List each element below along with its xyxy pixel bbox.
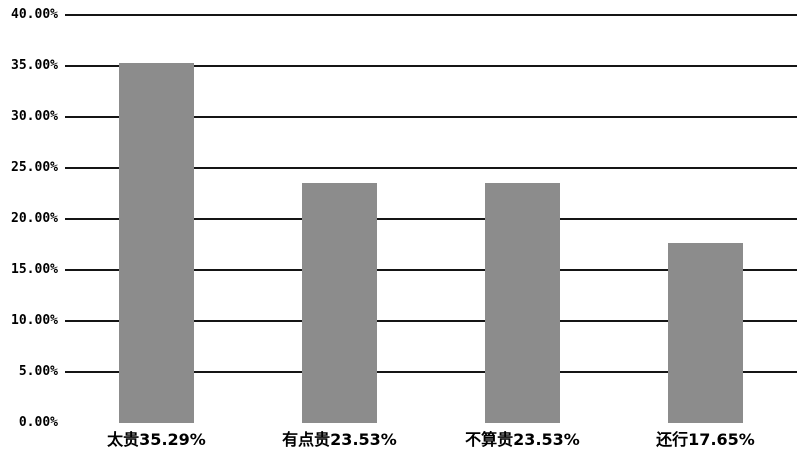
gridline (65, 167, 797, 169)
bar (119, 63, 194, 423)
y-tick-label: 40.00% (11, 7, 58, 22)
y-tick-label: 5.00% (18, 364, 58, 379)
gridline (65, 218, 797, 220)
y-tick-label: 15.00% (11, 262, 58, 277)
y-tick-label: 25.00% (11, 160, 58, 175)
gridline (65, 269, 797, 271)
y-tick-label: 0.00% (18, 415, 58, 430)
x-tick-label: 不算贵23.53% (465, 430, 580, 449)
y-tick-label: 30.00% (11, 109, 58, 124)
y-tick-label: 20.00% (11, 211, 58, 226)
x-tick-label: 有点贵23.53% (282, 430, 397, 449)
gridline (65, 320, 797, 322)
y-tick-label: 10.00% (11, 313, 58, 328)
y-tick-label: 35.00% (11, 58, 58, 73)
bar (302, 182, 377, 423)
bar (485, 182, 560, 423)
gridline (65, 116, 797, 118)
gridline (65, 14, 797, 16)
x-tick-label: 太贵35.29% (107, 430, 206, 449)
bar (668, 242, 743, 423)
gridline (65, 65, 797, 67)
gridline (65, 371, 797, 373)
x-tick-label: 还行17.65% (656, 430, 755, 449)
